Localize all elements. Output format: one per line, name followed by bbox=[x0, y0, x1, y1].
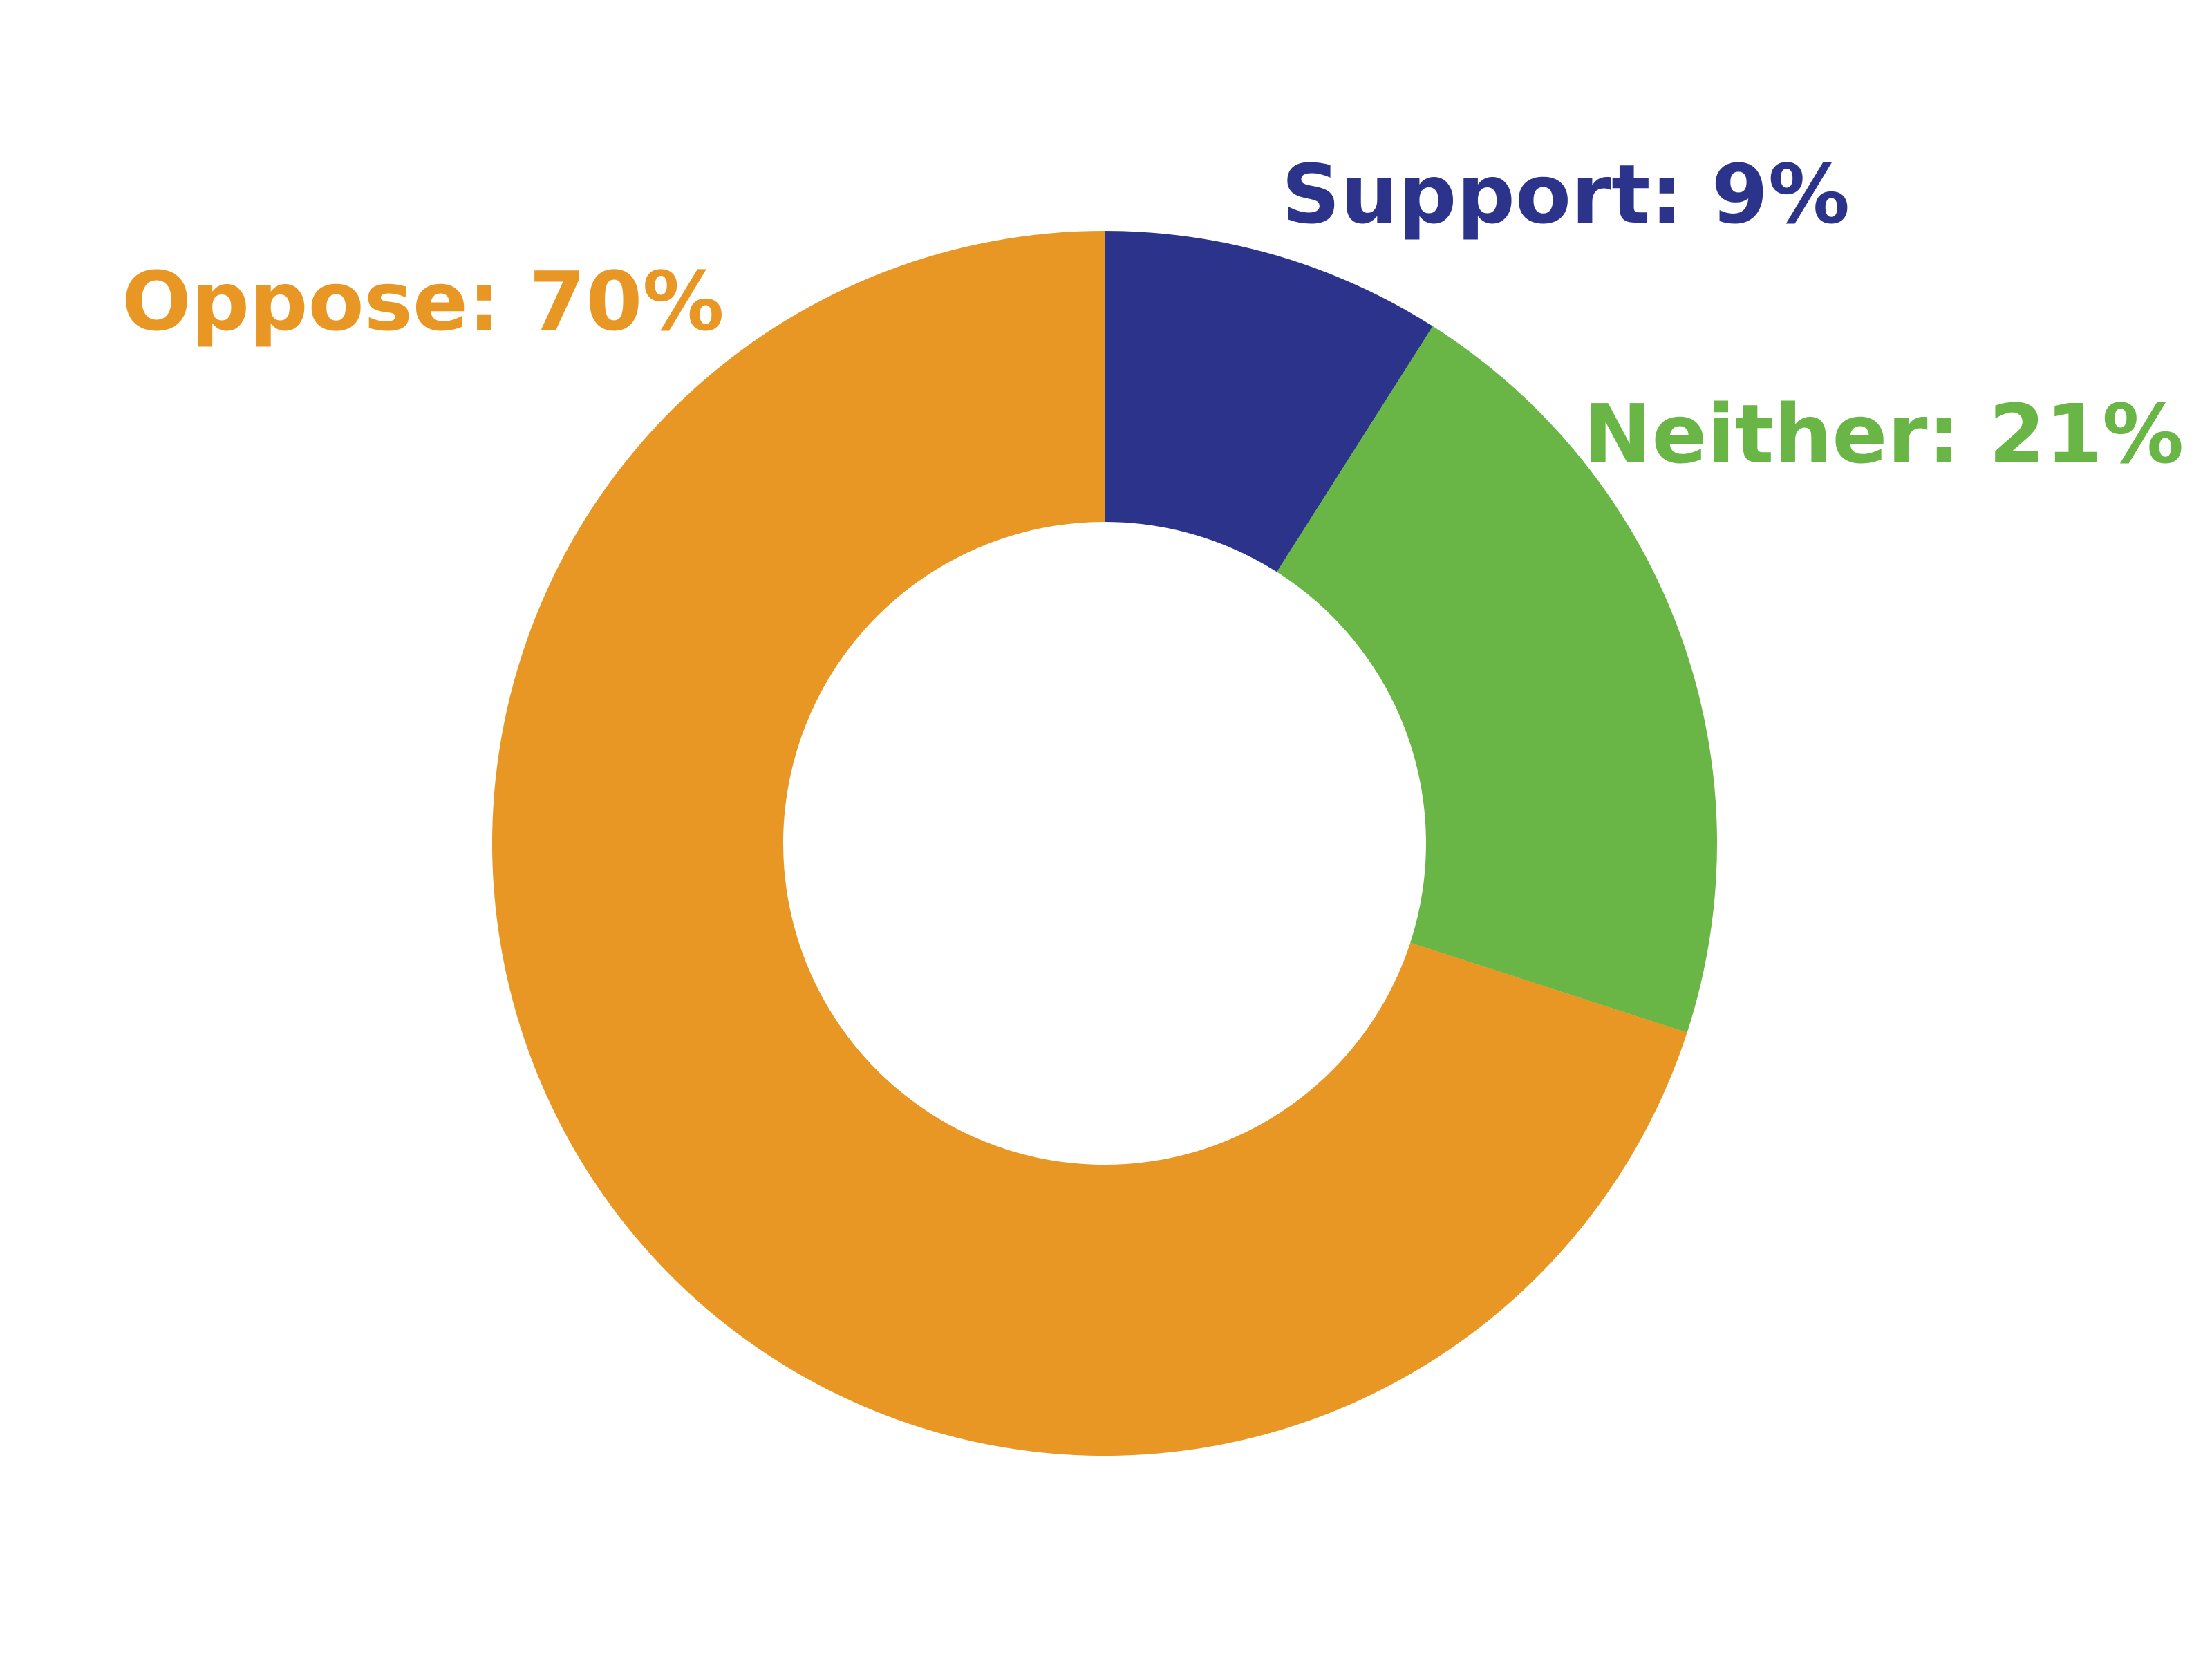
slice-label: Oppose: 70% bbox=[122, 254, 724, 349]
slice-label: Support: 9% bbox=[1282, 147, 1850, 242]
donut-slice bbox=[492, 230, 1687, 1456]
slice-label: Neither: 21% bbox=[1584, 386, 2184, 482]
donut-slice bbox=[1105, 231, 1433, 572]
donut-slice bbox=[1277, 326, 1717, 1033]
